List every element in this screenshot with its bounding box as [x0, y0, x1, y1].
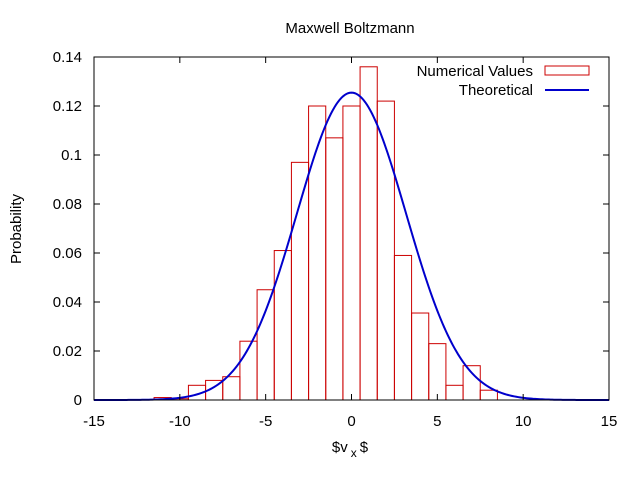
x-axis-label-tail: $ — [360, 439, 369, 456]
histogram-bar-17 — [445, 384, 464, 401]
plot-frame — [93, 56, 610, 401]
y-tick-label-1: 0.02 — [53, 343, 82, 360]
y-tick-labels: 0 0.02 0.04 0.06 0.08 0.1 0.12 0.14 — [53, 49, 82, 409]
legend-label-numerical: Numerical Values — [417, 63, 533, 80]
theoretical-curve — [93, 91, 610, 401]
histogram-bar-18 — [462, 365, 481, 401]
y-tick-label-6: 0.12 — [53, 98, 82, 115]
y-tick-label-2: 0.04 — [53, 294, 82, 311]
y-tick-label-3: 0.06 — [53, 245, 82, 262]
histogram-bar-14 — [393, 254, 413, 401]
y-axis-label: Probability — [8, 193, 25, 264]
legend-label-theoretical: Theoretical — [459, 82, 533, 99]
x-tick-label-3: 0 — [347, 413, 355, 430]
x-axis-label-main: $v — [332, 439, 348, 456]
y-tick-label-7: 0.14 — [53, 49, 82, 66]
histogram-bar-4 — [222, 376, 241, 401]
histogram-bars — [153, 66, 498, 401]
legend-swatch-numerical — [544, 65, 590, 76]
x-tick-labels: -15 -10 -5 0 5 10 15 — [83, 413, 617, 430]
y-tick-label-5: 0.1 — [61, 147, 82, 164]
axis-ticks — [93, 56, 610, 401]
legend: Numerical Values Theoretical — [417, 63, 590, 99]
x-tick-label-0: -15 — [83, 413, 105, 430]
y-tick-label-0: 0 — [74, 392, 82, 409]
x-tick-label-5: 10 — [515, 413, 532, 430]
histogram-bar-7 — [273, 250, 292, 401]
x-tick-label-1: -10 — [169, 413, 191, 430]
histogram-bar-6 — [256, 289, 275, 401]
y-tick-label-4: 0.08 — [53, 196, 82, 213]
chart-title: Maxwell Boltzmann — [285, 20, 414, 37]
x-tick-label-6: 15 — [601, 413, 618, 430]
x-axis-label-subscript: x — [351, 446, 357, 460]
x-tick-label-2: -5 — [259, 413, 272, 430]
histogram-bar-19 — [479, 389, 498, 401]
histogram-bar-15 — [411, 312, 430, 401]
histogram-bar-11 — [342, 105, 361, 401]
x-tick-label-4: 5 — [433, 413, 441, 430]
histogram-bar-8 — [290, 161, 310, 401]
histogram-bar-16 — [428, 343, 447, 401]
histogram-bar-10 — [325, 137, 344, 401]
x-axis-label: $v x $ — [332, 439, 369, 460]
